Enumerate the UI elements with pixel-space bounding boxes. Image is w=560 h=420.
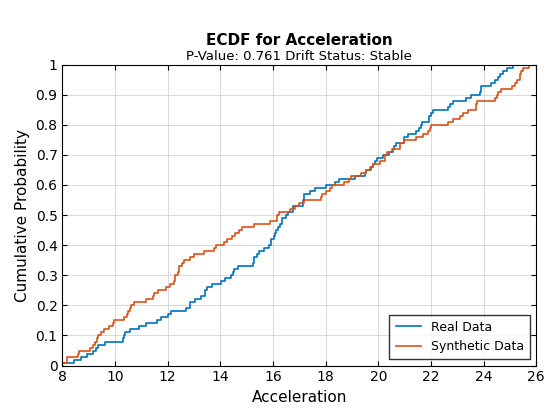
Y-axis label: Cumulative Probability: Cumulative Probability	[15, 129, 30, 302]
Real Data	[290, 207, 296, 212]
X-axis label: Acceleration: Acceleration	[251, 390, 347, 405]
Synthetic Data	[59, 360, 66, 365]
Real Data	[60, 360, 67, 365]
Synthetic Data	[151, 291, 158, 296]
Synthetic Data	[286, 207, 293, 212]
Real Data	[323, 182, 329, 187]
Synthetic Data	[514, 77, 520, 82]
Text: P-Value: 0.761 Drift Status: Stable: P-Value: 0.761 Drift Status: Stable	[186, 50, 412, 63]
Real Data	[478, 86, 484, 91]
Legend: Real Data, Synthetic Data: Real Data, Synthetic Data	[389, 315, 530, 360]
Synthetic Data	[128, 303, 134, 308]
Real Data	[510, 62, 516, 67]
Real Data	[492, 77, 498, 82]
Real Data	[201, 291, 208, 296]
Line: Synthetic Data: Synthetic Data	[62, 65, 529, 362]
Text: ECDF for Acceleration: ECDF for Acceleration	[206, 33, 393, 48]
Synthetic Data	[329, 182, 335, 187]
Line: Real Data: Real Data	[63, 65, 513, 362]
Real Data	[186, 303, 193, 308]
Synthetic Data	[526, 62, 533, 67]
Synthetic Data	[498, 86, 505, 91]
